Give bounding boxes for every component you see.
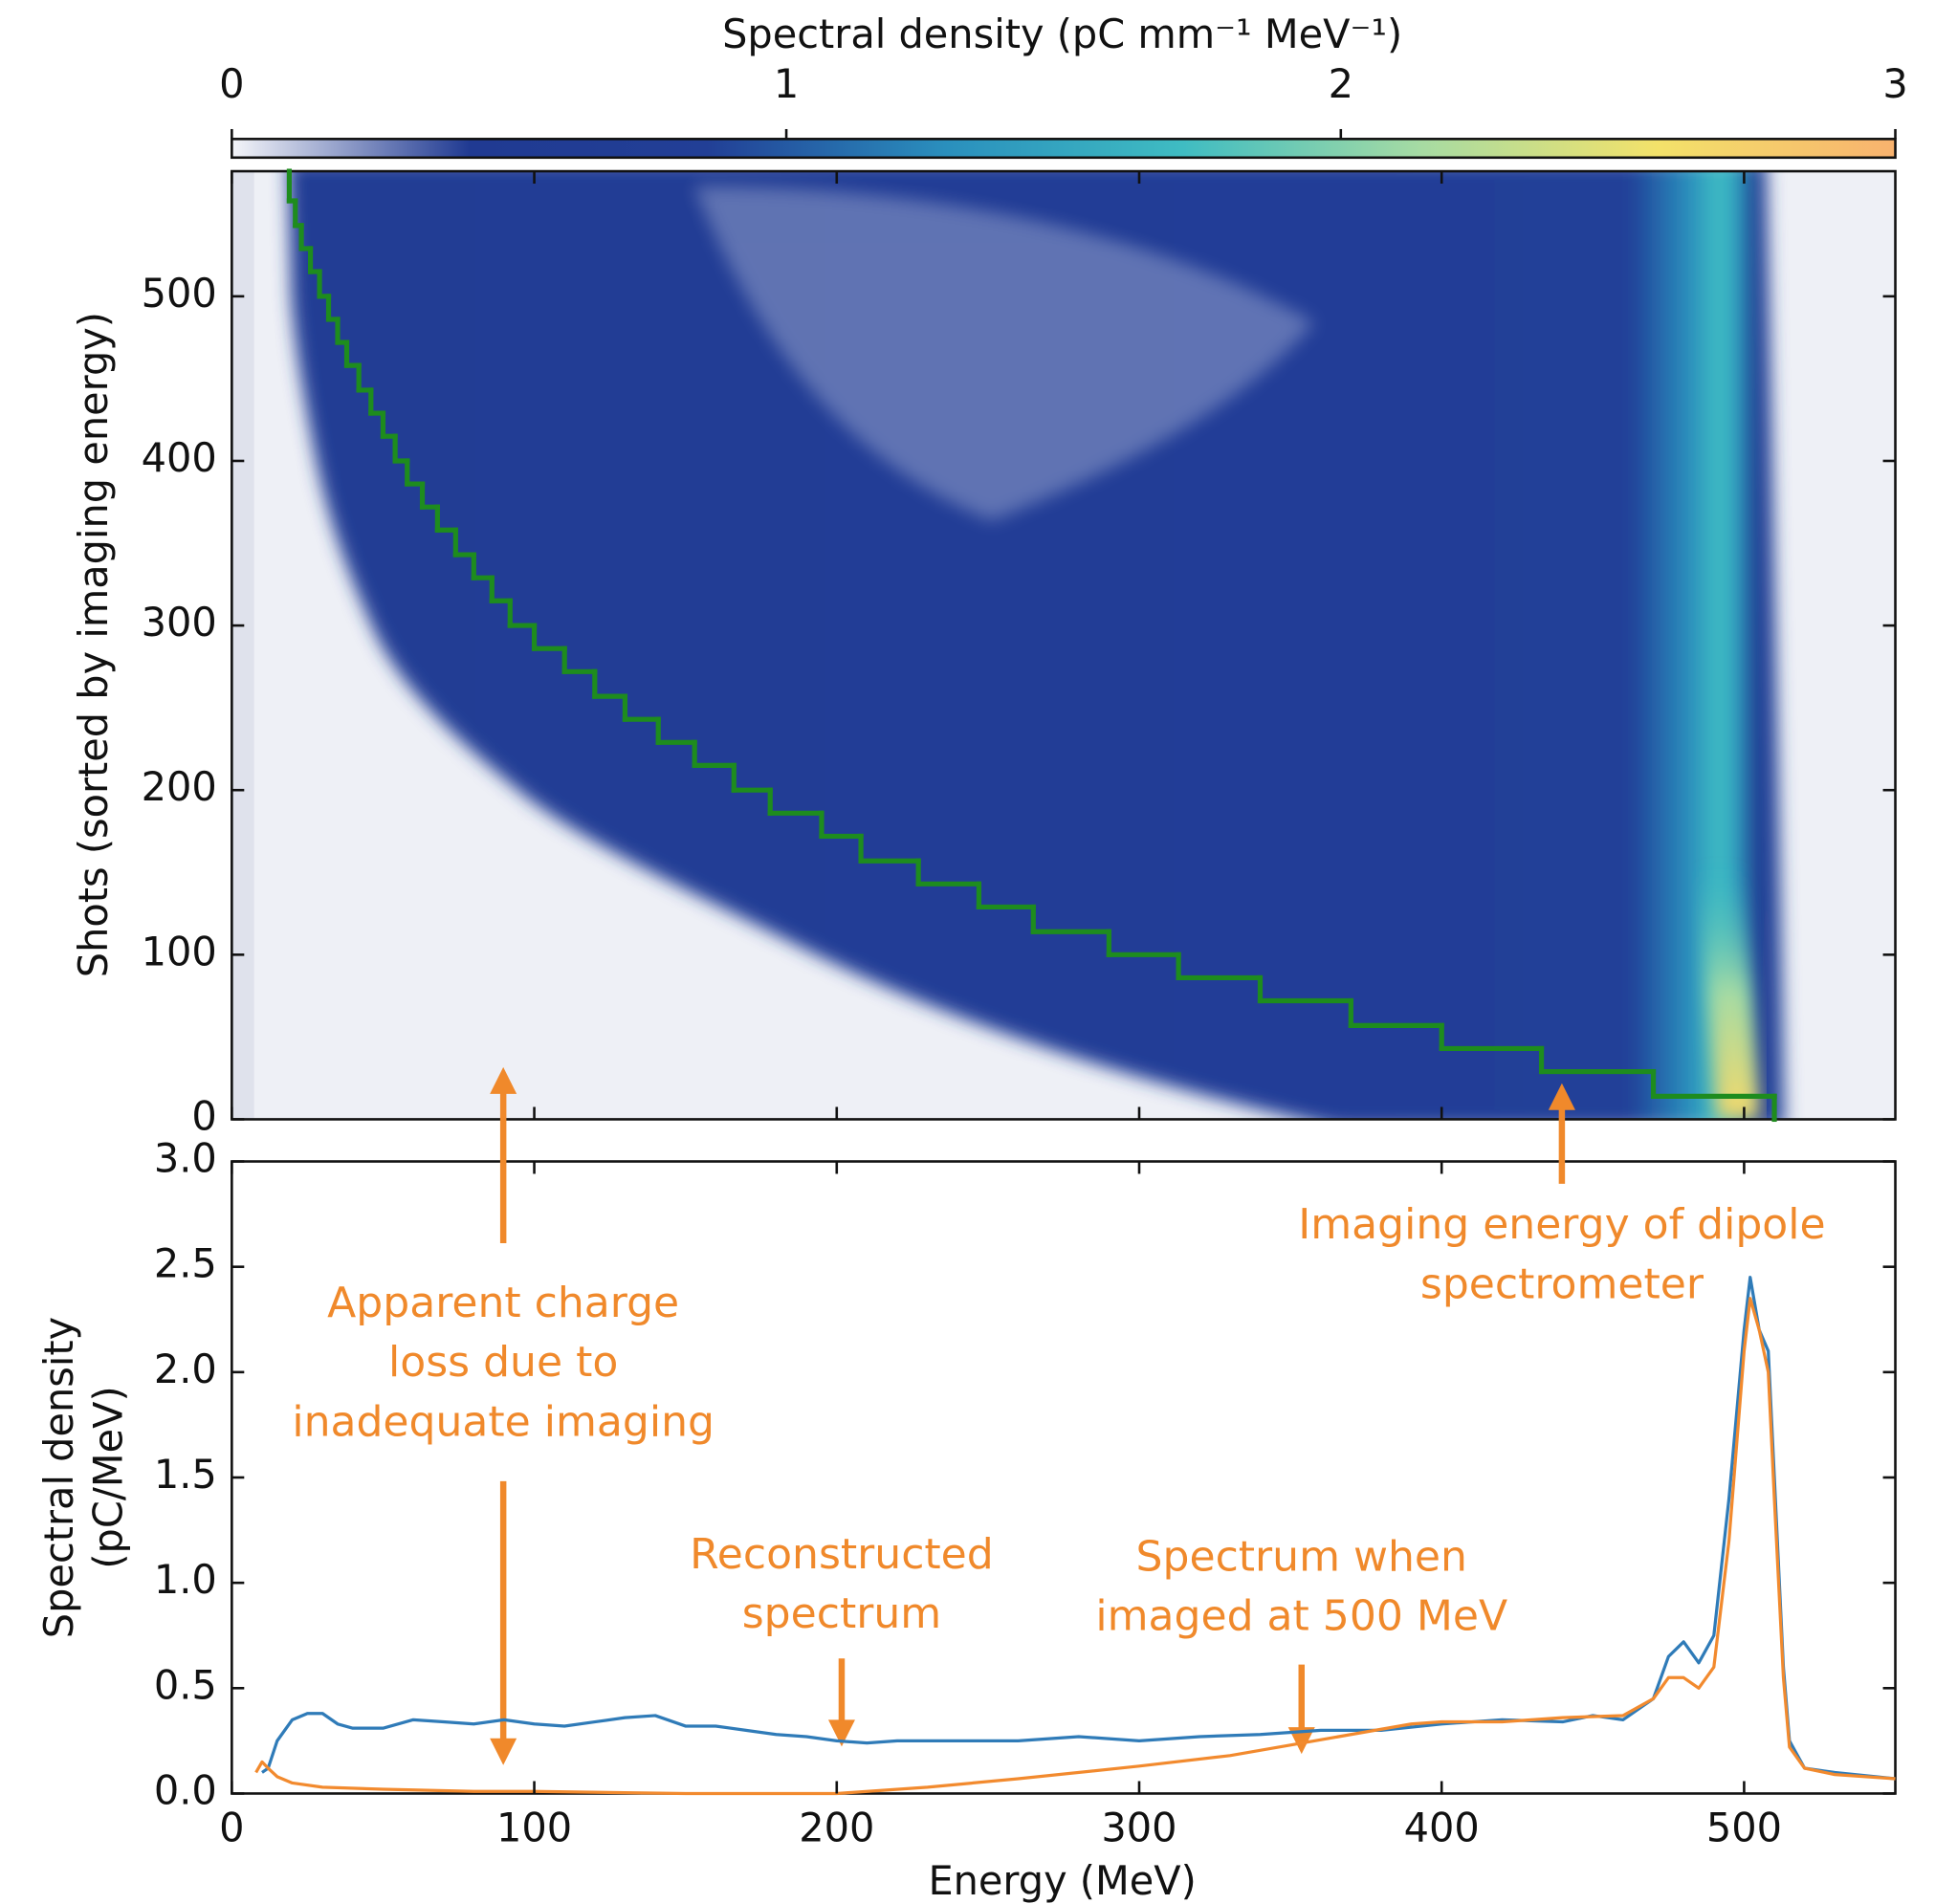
- y-tick-label: 0.5: [154, 1662, 217, 1708]
- arrow-head: [490, 1066, 517, 1094]
- x-tick-label: 0: [219, 1805, 244, 1850]
- y-axis-label: (pC/MeV): [86, 1386, 132, 1568]
- y-axis-label: Spectral density: [36, 1317, 82, 1638]
- annotation: Reconstructed: [690, 1530, 994, 1579]
- annotation: imaged at 500 MeV: [1095, 1592, 1507, 1641]
- arrow-head: [1548, 1083, 1575, 1110]
- colorbar-tick-label: 2: [1329, 61, 1353, 107]
- y-tick-label: 200: [142, 764, 217, 810]
- annotation: spectrometer: [1420, 1259, 1704, 1308]
- annotations: Apparent charge loss due to inadequate i…: [292, 1066, 1826, 1765]
- x-tick-label: 100: [496, 1805, 572, 1850]
- axes-frame: [231, 1160, 1897, 1795]
- y-tick-label: 1.0: [154, 1557, 217, 1603]
- heatmap: [231, 171, 1896, 1120]
- colorbar-tick-label: 1: [774, 61, 799, 107]
- y-tick-label: 1.5: [154, 1452, 217, 1498]
- y-tick-label: 3.0: [154, 1136, 217, 1182]
- x-tick-label: 500: [1706, 1805, 1782, 1850]
- x-axis-label: Energy (MeV): [928, 1858, 1196, 1904]
- colorbar-tick-label: 3: [1882, 61, 1907, 107]
- x-tick-label: 400: [1404, 1805, 1480, 1850]
- y-tick-label: 400: [142, 435, 217, 481]
- annotation: Spectrum when: [1136, 1533, 1467, 1582]
- annotation: Imaging energy of dipole: [1298, 1200, 1825, 1249]
- y-axis-label: Shots (sorted by imaging energy): [71, 312, 117, 977]
- colorbar-label: Spectral density (pC mm⁻¹ MeV⁻¹): [722, 11, 1402, 57]
- series-line: [261, 1276, 1896, 1781]
- arrow-head: [827, 1719, 855, 1747]
- arrow-head: [1287, 1727, 1315, 1755]
- arrows: [490, 1066, 1575, 1765]
- colorbar-tick-label: 0: [219, 61, 244, 107]
- y-tick-label: 2.5: [154, 1241, 217, 1287]
- y-tick-label: 100: [142, 929, 217, 974]
- annotation: spectrum: [742, 1589, 941, 1638]
- x-tick-label: 300: [1101, 1805, 1176, 1850]
- annotation: Apparent charge: [327, 1279, 679, 1327]
- series-line: [254, 1297, 1896, 1796]
- x-tick-label: 200: [799, 1805, 874, 1850]
- annotation: inadequate imaging: [292, 1397, 715, 1446]
- y-tick-label: 300: [142, 600, 217, 646]
- y-tick-label: 2.0: [154, 1346, 217, 1392]
- y-tick-label: 500: [142, 271, 217, 317]
- colorbar: [231, 138, 1897, 160]
- y-tick-label: 0.0: [154, 1767, 217, 1813]
- annotation: loss due to: [388, 1338, 618, 1387]
- y-tick-label: 0: [191, 1093, 216, 1139]
- arrow-head: [490, 1738, 517, 1765]
- axes-frame: [231, 169, 1897, 1121]
